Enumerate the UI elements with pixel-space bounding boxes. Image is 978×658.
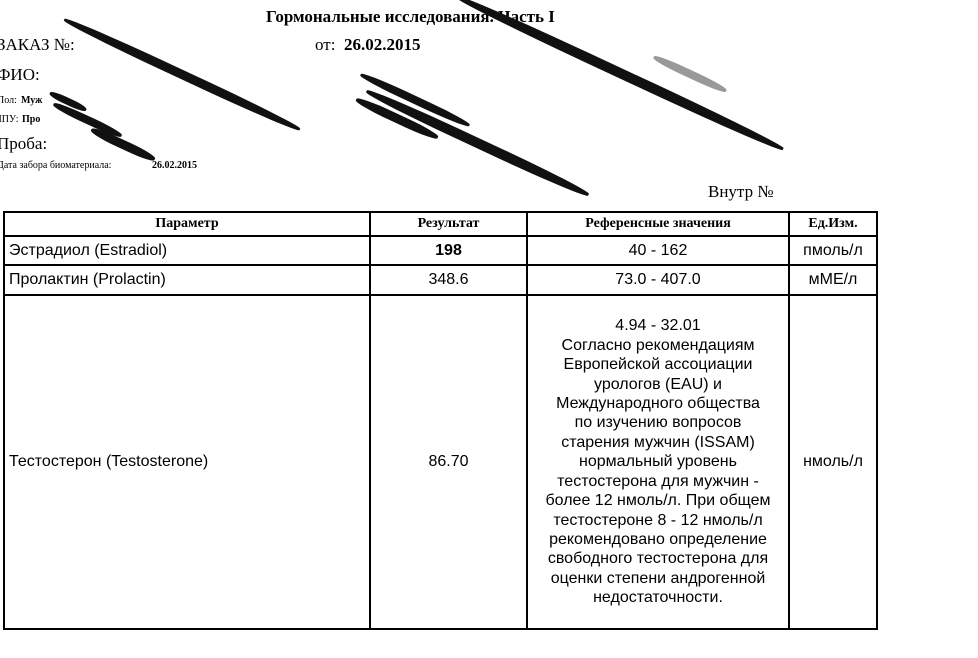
reference: 40 - 162 [526,235,790,266]
lpu-label: ЛПУ: [0,114,19,125]
reference: 73.0 - 407.0 [526,264,790,296]
parameter: Пролактин (Prolactin) [3,264,371,296]
fio-label: ФИО: [0,65,40,84]
reference-line: старения мужчин (ISSAM) [561,433,755,451]
results-table: Параметр Результат Референсные значения … [3,211,878,630]
reference-line: Согласно рекомендациям [561,336,755,354]
internal-label: Внутр № [708,182,774,201]
column-header: Референсные значения [526,211,790,237]
collection-label: Дата забора биоматериала: [0,160,112,171]
parameter: Тестостерон (Testosterone) [3,294,371,630]
column-header: Результат [369,211,528,237]
result: 348.6 [369,264,528,296]
order-label: ЗАКАЗ №: [0,35,75,54]
reference-line: Международного общества [556,395,760,413]
date: 26.02.2015 [344,35,421,54]
reference-line: более 12 нмоль/л. При общем [545,492,771,510]
reference-line: по изучению вопросов [574,414,742,432]
sample-label: Проба: [0,134,48,153]
date-label: от: [315,35,336,54]
sex: Муж [21,95,43,106]
unit: мМЕ/л [788,264,878,296]
reference-line: 4.94 - 32.01 [615,317,701,335]
reference-line: тестостерона для мужчин - [557,472,759,490]
result: 198 [369,235,528,266]
reference-line: нормальный уровень [579,453,737,471]
reference-line: оценки степени андрогенной [550,569,766,587]
column-header: Ед.Изм. [788,211,878,237]
reference-line: Европейской ассоциации [563,356,753,374]
reference: 4.94 - 32.01 Согласно рекомендациям Европе… [526,294,790,630]
sex-label: Пол: [0,95,17,106]
reference-line: урологов (EAU) и [594,375,722,393]
unit: пмоль/л [788,235,878,266]
collection-date: 26.02.2015 [152,160,197,171]
reference-line: свободного тестостерона для [547,550,769,568]
lpu: Про [22,114,41,125]
unit: нмоль/л [788,294,878,630]
reference-line: тестостероне 8 - 12 нмоль/л [553,511,763,529]
reference-line: недостаточности. [593,589,723,607]
parameter: Эстрадиол (Estradiol) [3,235,371,266]
result: 86.70 [369,294,528,630]
reference-line: рекомендовано определение [549,530,767,548]
column-header: Параметр [3,211,371,237]
